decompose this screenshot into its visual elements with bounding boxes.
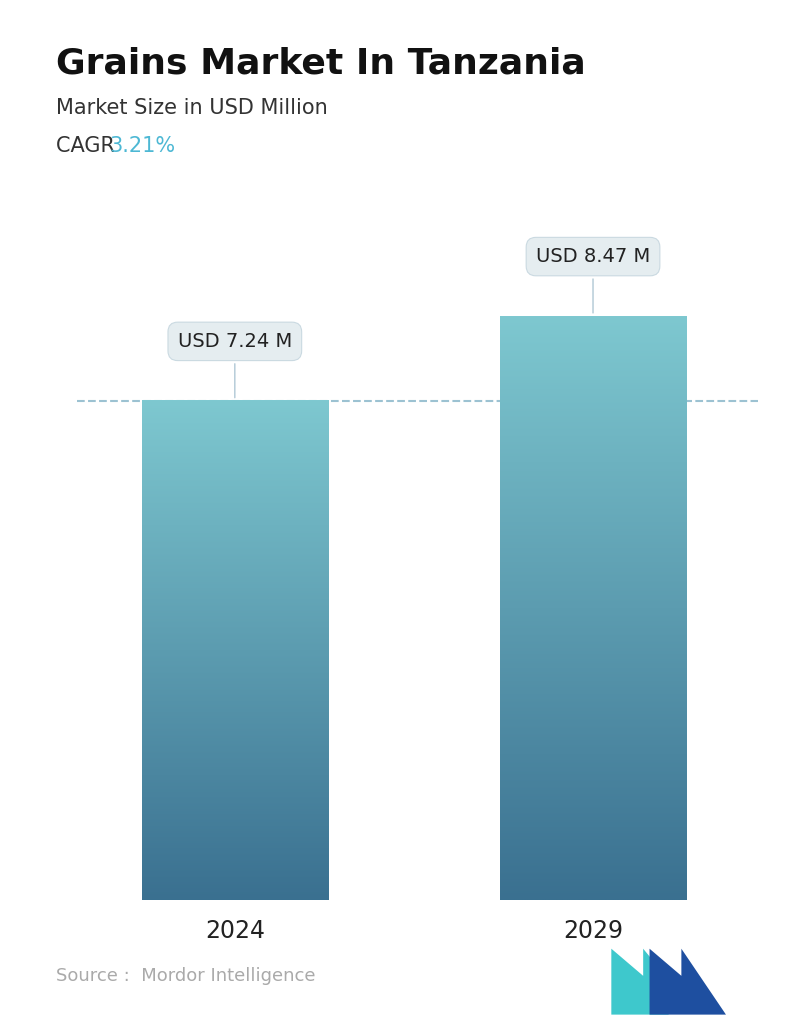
Polygon shape (611, 949, 669, 1014)
Polygon shape (650, 949, 726, 1014)
Text: USD 7.24 M: USD 7.24 M (178, 332, 292, 398)
Text: Source :  Mordor Intelligence: Source : Mordor Intelligence (56, 967, 315, 984)
Text: USD 8.47 M: USD 8.47 M (536, 247, 650, 313)
Text: Grains Market In Tanzania: Grains Market In Tanzania (56, 47, 586, 81)
Text: 3.21%: 3.21% (110, 136, 176, 156)
Text: CAGR: CAGR (56, 136, 121, 156)
Text: Market Size in USD Million: Market Size in USD Million (56, 98, 327, 118)
